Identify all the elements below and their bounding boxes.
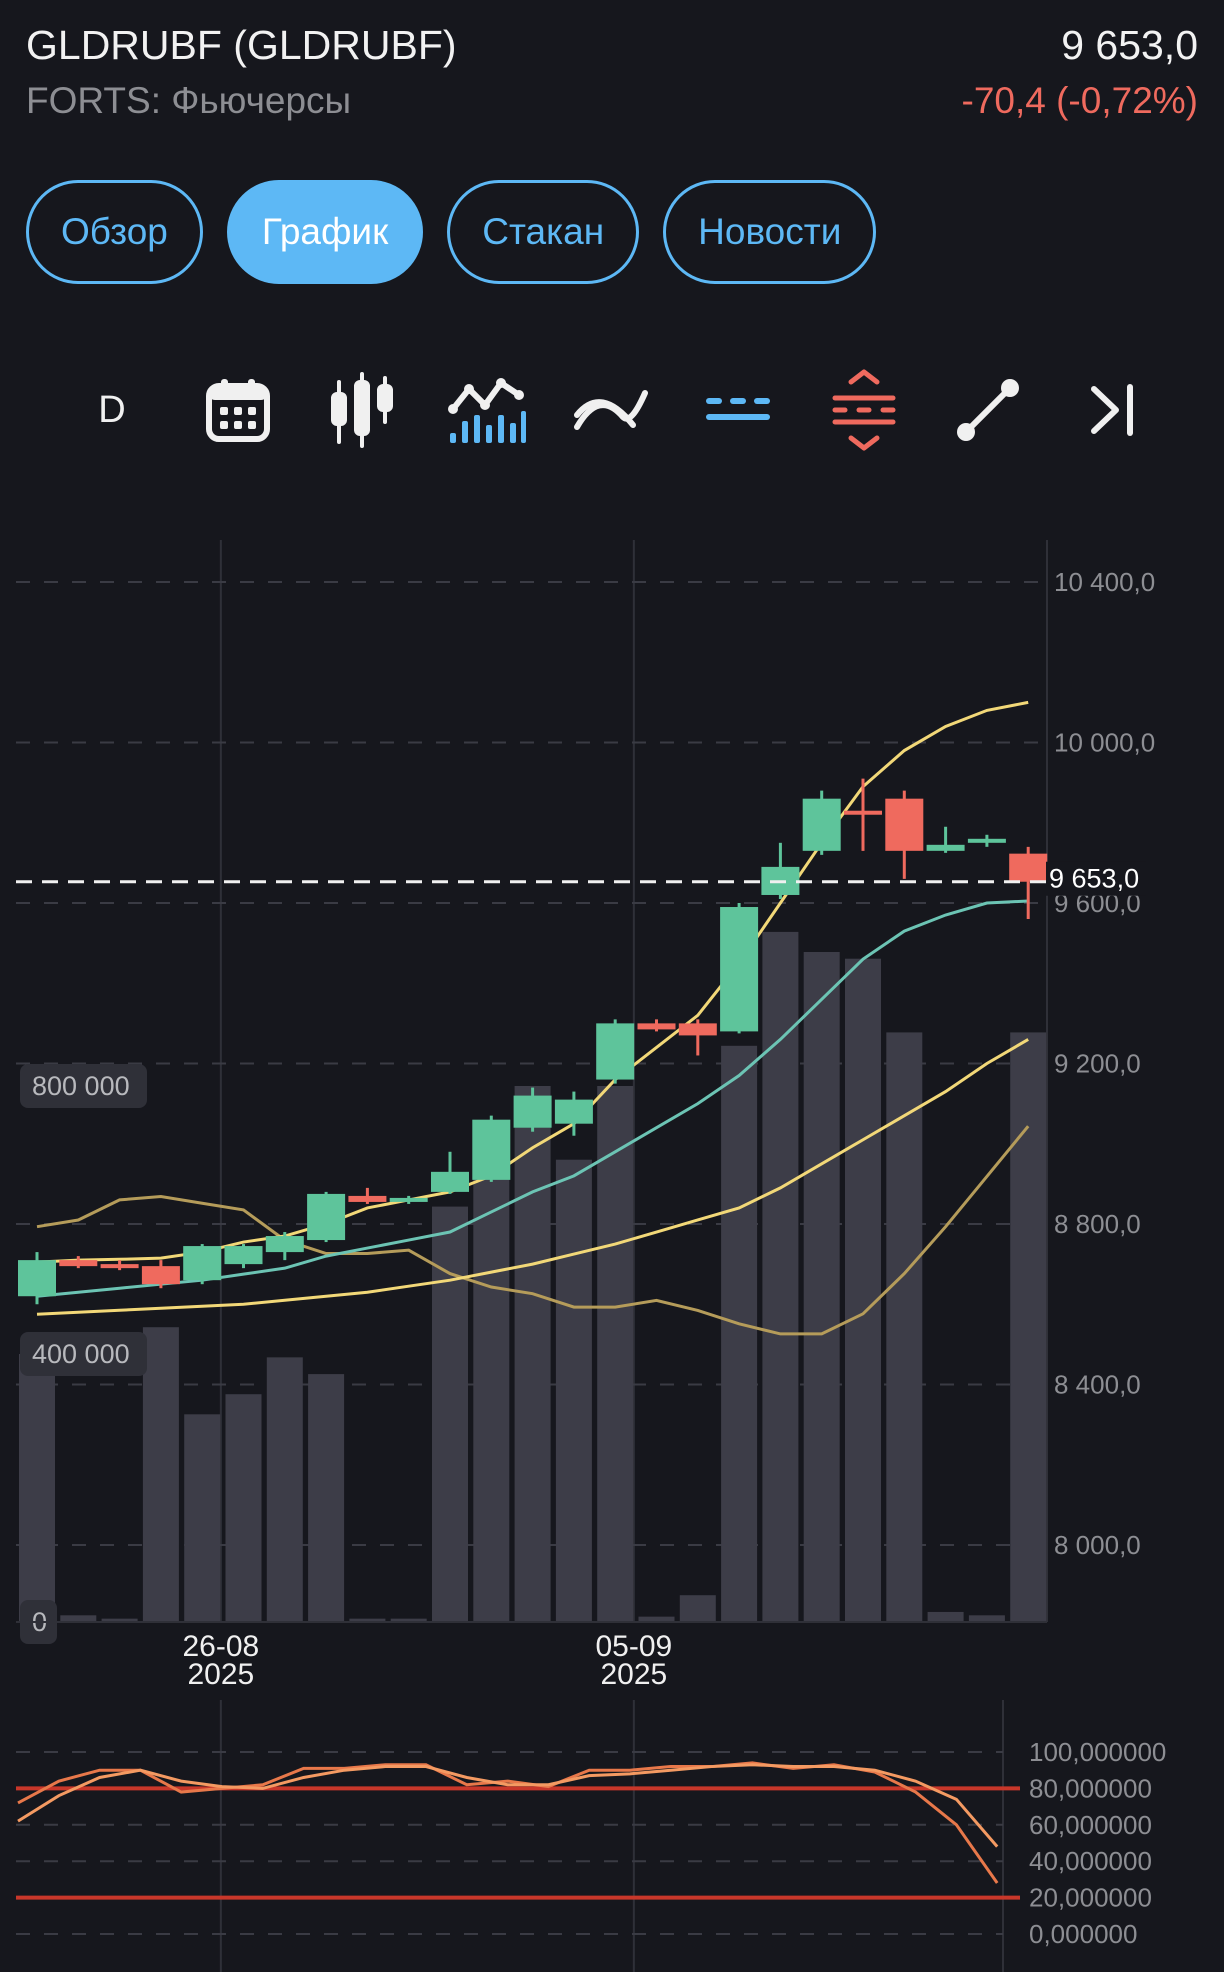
time-axis-date: 26-08 — [182, 1630, 259, 1663]
volume-bar — [390, 1618, 427, 1622]
tab-overview[interactable]: Обзор — [26, 180, 203, 284]
chart-toolbar: D — [0, 360, 1224, 460]
indicators-icon[interactable] — [442, 360, 532, 460]
volume-axis-label-box — [20, 1332, 147, 1376]
candle-body — [389, 1197, 428, 1202]
volume-bar — [101, 1618, 138, 1622]
scroll-to-end-icon[interactable] — [1068, 360, 1158, 460]
volume-bar — [679, 1595, 716, 1622]
time-axis-year: 2025 — [600, 1658, 667, 1691]
tab-chart[interactable]: График — [226, 180, 424, 284]
candle-body — [678, 1023, 717, 1036]
candle-body — [100, 1264, 139, 1269]
candlestick-type-icon[interactable] — [317, 360, 407, 460]
candle-body — [183, 1246, 222, 1281]
tab-orderbook[interactable]: Стакан — [447, 180, 640, 284]
candle-body — [18, 1260, 56, 1297]
horizontal-lines-icon[interactable] — [693, 360, 783, 460]
candle-body — [885, 798, 924, 851]
volume-ma-line — [36, 1125, 1030, 1336]
candle-body — [348, 1195, 387, 1202]
volume-bar — [803, 952, 840, 1622]
price-axis-label: 8 400,0 — [1054, 1370, 1141, 1400]
candle-body — [967, 838, 1006, 843]
volume-axis-label: 800 000 — [32, 1071, 130, 1101]
volume-axis-label-box — [20, 1064, 147, 1108]
volume-bar — [1010, 1032, 1047, 1622]
instrument-title: GLDRUBF (GLDRUBF) — [26, 22, 457, 68]
candle-body — [224, 1246, 263, 1265]
volume-bar — [886, 1032, 923, 1622]
stoch-d-line — [17, 1763, 999, 1848]
volume-bar — [845, 958, 881, 1622]
volume-bar — [142, 1327, 179, 1622]
volume-bar — [60, 1615, 97, 1622]
volume-bar — [514, 1086, 551, 1622]
volume-bar — [184, 1414, 221, 1622]
price-chart[interactable]: 10 400,010 000,09 600,09 200,08 800,08 4… — [0, 540, 1224, 1700]
candle-body — [637, 1023, 676, 1030]
price-axis-label: 8 000,0 — [1054, 1530, 1141, 1560]
time-axis-date: 05-09 — [595, 1630, 672, 1663]
interval-button[interactable]: D — [98, 388, 126, 431]
price-axis-label: 8 800,0 — [1054, 1209, 1141, 1239]
candle-body — [554, 1099, 593, 1124]
volume-axis-label: 400 000 — [32, 1339, 130, 1369]
volume-bar — [19, 1354, 55, 1622]
price-axis-label: 10 000,0 — [1054, 728, 1155, 758]
volume-bar — [968, 1615, 1005, 1622]
price-change: -70,4 (-0,72%) — [961, 80, 1199, 121]
time-axis-year: 2025 — [187, 1658, 254, 1691]
volume-bar — [266, 1357, 303, 1622]
tab-news[interactable]: Новости — [663, 180, 877, 284]
candle-body — [596, 1023, 635, 1080]
price-levels-icon[interactable] — [819, 360, 909, 460]
volume-bar — [349, 1618, 386, 1622]
stoch-axis-label: 40,000000 — [1029, 1846, 1152, 1876]
market-label: FORTS: Фьючерсы — [26, 80, 352, 121]
candle-body — [844, 810, 882, 815]
trend-line-tool-icon[interactable] — [943, 360, 1033, 460]
volume-bar — [762, 931, 799, 1622]
volume-bar — [721, 1045, 758, 1622]
volume-bar — [597, 1086, 634, 1622]
compare-icon[interactable] — [566, 360, 656, 460]
stoch-axis-label: 80,000000 — [1029, 1773, 1152, 1803]
price-axis-label: 9 200,0 — [1054, 1049, 1141, 1079]
volume-bar — [473, 1153, 510, 1622]
stochastic-chart[interactable]: 100,000000 80,000000 60,000000 40,000000 20,… — [0, 1700, 1224, 1972]
current-price-label-bg — [1046, 861, 1146, 896]
stoch-axis-label: 60,000000 — [1029, 1810, 1152, 1840]
candle-body — [265, 1236, 304, 1253]
candle-body — [307, 1193, 346, 1241]
price-axis-label: 10 400,0 — [1054, 567, 1155, 597]
volume-bar — [432, 1206, 468, 1622]
current-price-label: 9 653,0 — [1049, 864, 1139, 894]
candle-body — [472, 1119, 511, 1180]
candle-body — [802, 798, 841, 851]
volume-bar — [308, 1374, 345, 1622]
candle-body — [1009, 853, 1048, 882]
last-price: 9 653,0 — [1061, 22, 1198, 68]
volume-bar — [555, 1159, 592, 1622]
candle-body — [513, 1095, 552, 1128]
candle-body — [720, 907, 759, 1032]
volume-bar — [638, 1616, 675, 1622]
candle-body — [431, 1171, 469, 1192]
candle-body — [141, 1266, 180, 1285]
candle-body — [926, 844, 965, 851]
candle-body — [59, 1260, 98, 1267]
stoch-k-line — [17, 1761, 999, 1884]
ma-slow-line — [36, 1038, 1029, 1316]
stoch-axis-label: 100,000000 — [1029, 1737, 1166, 1767]
volume-bar — [927, 1611, 964, 1622]
stoch-axis-label: 20,000000 — [1029, 1883, 1152, 1913]
stoch-axis-label: 0,000000 — [1029, 1919, 1137, 1949]
volume-bar — [225, 1394, 262, 1622]
calendar-icon[interactable] — [193, 360, 283, 460]
tab-bar: Обзор График Стакан Новости — [26, 180, 877, 284]
